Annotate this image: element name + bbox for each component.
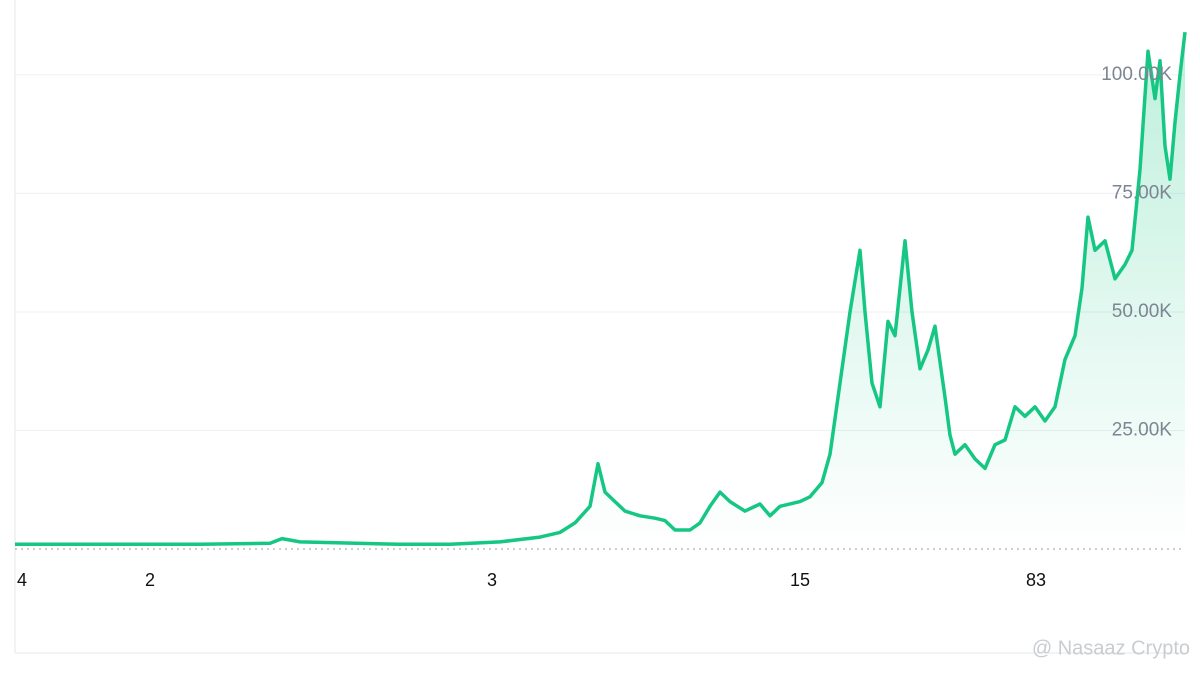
y-tick-label: 25.00K [1112,419,1173,440]
y-tick-label: 50.00K [1112,301,1173,322]
x-tick-label: 15 [790,570,810,590]
x-tick-label: 83 [1026,570,1046,590]
watermark: @ Nasaaz Crypto [1032,637,1190,659]
y-tick-label: 100.00K [1101,64,1172,85]
x-tick-label: 4 [17,570,27,590]
x-tick-label: 2 [145,570,155,590]
y-tick-label: 75.00K [1112,182,1173,203]
price-area [15,32,1185,549]
x-tick-label: 3 [487,570,497,590]
price-line [15,31,1187,547]
